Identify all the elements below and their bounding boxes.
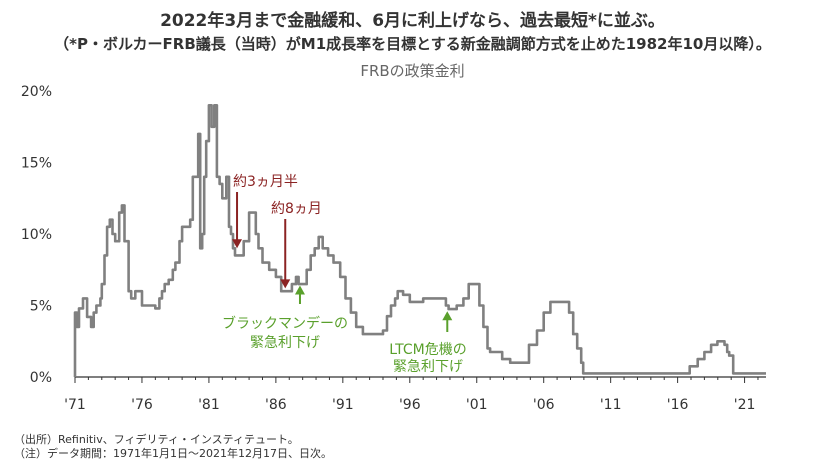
x-tick-label: '76 xyxy=(131,397,153,413)
x-tick-label: '86 xyxy=(265,397,287,413)
annotation-black-monday-label-line2: 緊急利下げ xyxy=(250,335,320,351)
y-tick-label: 10% xyxy=(21,227,52,243)
annotation-3-5-months-label: 約3ヵ月半 xyxy=(233,174,298,190)
x-axis: '71 '76 '81 '86 '91 '96 '01 '06 '11 '16 '21 xyxy=(64,376,766,413)
annotation-ltcm-arrow-head xyxy=(442,311,453,321)
policy-rate-line xyxy=(73,104,766,377)
x-tick-label: '16 xyxy=(667,397,689,413)
annotation-3-5-months-arrow-head xyxy=(232,239,243,249)
header-subtitle: （*P・ボルカーFRB議長（当時）がM1成長率を目標とする新金融調節方式を止めた… xyxy=(54,35,771,53)
y-tick-label: 20% xyxy=(21,84,52,100)
x-tick-label: '01 xyxy=(466,397,488,413)
x-tick-label: '11 xyxy=(600,397,622,413)
y-tick-label: 5% xyxy=(30,299,52,315)
annotation-8-months-arrow-head xyxy=(280,279,291,289)
header-title: 2022年3月まで金融緩和、6月に利上げなら、過去最短*に並ぶ。 xyxy=(160,11,665,31)
y-axis: 0% 5% 10% 15% 20% xyxy=(21,84,52,386)
chart-title: FRBの政策金利 xyxy=(360,62,465,80)
y-tick-label: 0% xyxy=(30,370,52,386)
annotation-black-monday-label-line1: ブラックマンデーの xyxy=(222,315,348,332)
x-tick-label: '81 xyxy=(198,397,220,413)
x-tick-label: '06 xyxy=(533,397,555,413)
annotation-8-months-label: 約8ヵ月 xyxy=(271,201,322,217)
annotation-ltcm-label-line1: LTCM危機の xyxy=(389,342,466,358)
x-tick-label: '71 xyxy=(64,397,86,413)
x-tick-label: '96 xyxy=(399,397,421,413)
x-tick-label: '91 xyxy=(332,397,354,413)
y-tick-label: 15% xyxy=(21,156,52,172)
x-tick-label: '21 xyxy=(734,397,756,413)
annotation-black-monday-arrow-head xyxy=(294,285,305,295)
annotation-ltcm-label-line2: 緊急利下げ xyxy=(393,359,463,375)
footnote-source: （出所）Refinitiv、フィデリティ・インスティテュート。 xyxy=(14,433,299,446)
footnote-note: （注）データ期間：1971年1月1日～2021年12月17日、日次。 xyxy=(14,447,332,460)
